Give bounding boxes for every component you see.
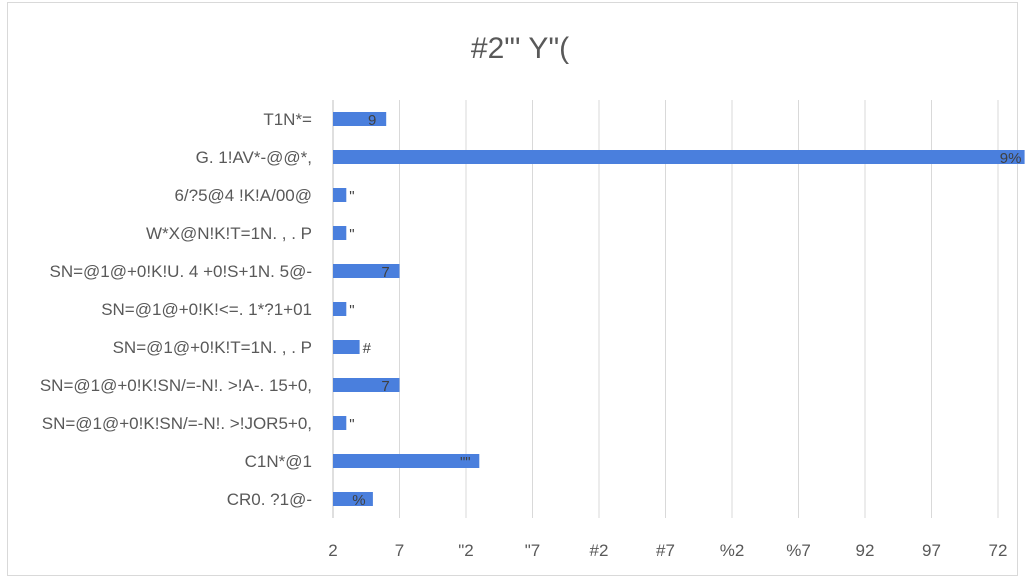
data-label: ": [349, 188, 354, 205]
bar: [333, 416, 347, 430]
x-tick-label: #2: [590, 541, 609, 560]
category-label: SN=@1@+0!K!SN/=-N!. >!JOR5+0,: [42, 414, 312, 433]
x-tick-label: "7: [525, 541, 541, 560]
category-label: SN=@1@+0!K!T=1N. , . P: [113, 338, 312, 357]
bar: [333, 492, 373, 506]
bar: [333, 302, 347, 316]
bar: [333, 112, 387, 126]
bar: [333, 188, 347, 202]
data-label: ": [349, 302, 354, 319]
data-label: 9: [368, 112, 376, 129]
gridlines: [332, 100, 999, 518]
bar: [333, 454, 480, 468]
bar: [333, 340, 360, 354]
chart-title: #2"' Y"(: [471, 32, 569, 65]
category-label: 6/?5@4 !K!A/00@: [174, 186, 312, 205]
x-tick-label: 72: [989, 541, 1008, 560]
category-label: C1N*@1: [245, 452, 312, 471]
bar: [333, 150, 1025, 164]
category-label: W*X@N!K!T=1N. , . P: [146, 224, 312, 243]
data-label: ": [349, 226, 354, 243]
bars: [333, 112, 1025, 506]
x-tick-label: "2: [458, 541, 474, 560]
data-label: 7: [381, 264, 389, 281]
data-label: ": [349, 416, 354, 433]
x-tick-labels: 2 7 "2 "7 #2 #7 %2 %7 92 97 72: [328, 541, 1007, 560]
chart-frame: [7, 2, 1018, 576]
x-tick-label: #7: [656, 541, 675, 560]
category-label: SN=@1@+0!K!<=. 1*?1+01: [101, 300, 312, 319]
x-tick-label: %2: [720, 541, 745, 560]
category-label: G. 1!AV*-@@*,: [196, 148, 312, 167]
x-tick-label: 7: [395, 541, 404, 560]
bar: [333, 264, 400, 278]
data-label: #: [363, 340, 372, 357]
x-tick-label: 2: [328, 541, 337, 560]
x-tick-label: 97: [922, 541, 941, 560]
data-labels: 99%""7"#7"""%: [349, 112, 1021, 509]
category-label: T1N*=: [263, 110, 312, 129]
bar: [333, 226, 347, 240]
data-label: "": [460, 454, 471, 471]
data-label: 7: [381, 378, 389, 395]
data-label: %: [352, 492, 365, 509]
category-label: SN=@1@+0!K!SN/=-N!. >!A-. 15+0,: [40, 376, 312, 395]
category-labels: T1N*= G. 1!AV*-@@*, 6/?5@4 !K!A/00@ W*X@N!K…: [40, 110, 312, 509]
category-label: CR0. ?1@-: [227, 490, 312, 509]
x-tick-label: 92: [856, 541, 875, 560]
data-label: 9%: [1000, 150, 1022, 167]
category-label: SN=@1@+0!K!U. 4 +0!S+1N. 5@-: [49, 262, 312, 281]
x-tick-label: %7: [786, 541, 811, 560]
bar: [333, 378, 400, 392]
